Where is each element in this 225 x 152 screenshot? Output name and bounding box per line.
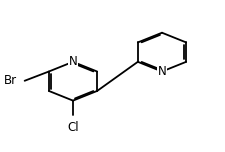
- Text: N: N: [157, 65, 166, 78]
- Text: N: N: [68, 55, 77, 68]
- Text: Cl: Cl: [67, 121, 79, 134]
- Text: Br: Br: [4, 74, 17, 87]
